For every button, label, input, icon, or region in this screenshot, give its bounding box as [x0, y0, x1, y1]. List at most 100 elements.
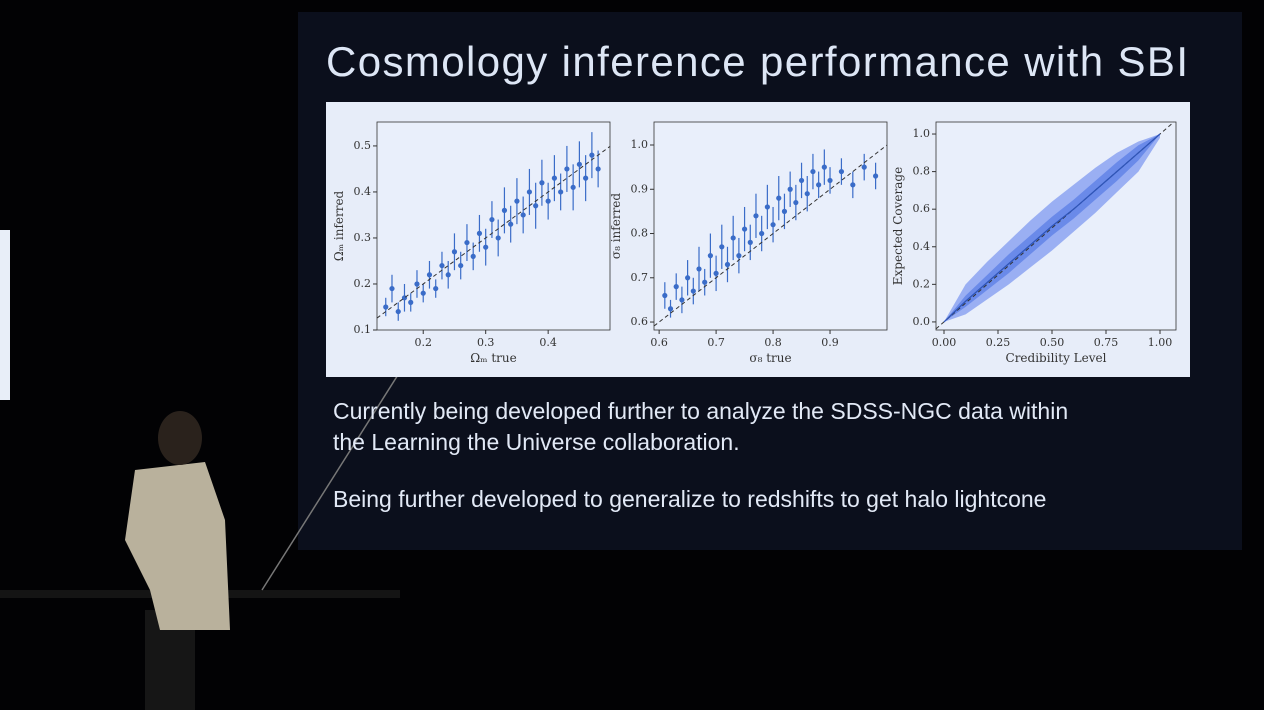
point — [679, 297, 685, 303]
x-tick-label: 1.00 — [1148, 336, 1173, 349]
point — [426, 272, 433, 278]
slide-title: Cosmology inference performance with SBI — [326, 38, 1188, 85]
presenter-shirt — [125, 462, 230, 630]
point — [759, 230, 765, 237]
x-tick-label: 0.7 — [707, 336, 725, 349]
pointer-stick — [261, 339, 421, 591]
point — [470, 253, 476, 259]
point — [662, 292, 668, 299]
x-tick-label: 0.2 — [414, 336, 432, 349]
point — [827, 177, 833, 184]
point — [483, 244, 489, 250]
x-tick-label: 0.9 — [821, 336, 839, 349]
point — [395, 308, 401, 315]
point — [489, 216, 495, 223]
x-tick-label: 0.8 — [764, 336, 782, 349]
point — [558, 189, 564, 195]
point — [533, 203, 539, 209]
point — [464, 239, 470, 246]
point — [821, 164, 827, 170]
point — [439, 262, 445, 269]
point — [804, 191, 810, 197]
plot-area — [376, 121, 611, 331]
x-tick-label: 0.50 — [1040, 336, 1065, 349]
point — [433, 285, 439, 292]
y-tick-label: 0.6 — [913, 202, 931, 215]
point — [810, 168, 816, 175]
point — [570, 184, 576, 190]
point — [673, 284, 679, 290]
x-tick-label: 0.75 — [1094, 336, 1119, 349]
y-tick-label: 0.5 — [354, 139, 372, 152]
y-axis-label: Expected Coverage — [891, 167, 905, 285]
point — [583, 175, 589, 181]
point — [713, 270, 719, 276]
point — [526, 189, 533, 195]
point — [476, 230, 483, 236]
point — [589, 152, 595, 158]
point — [764, 204, 770, 210]
point — [685, 275, 691, 281]
y-tick-label: 0.6 — [631, 315, 649, 328]
point — [595, 166, 601, 172]
y-tick-label: 0.1 — [354, 323, 372, 336]
y-tick-label: 1.0 — [631, 138, 649, 151]
point — [414, 281, 420, 287]
y-tick-label: 0.4 — [913, 240, 931, 253]
point — [753, 213, 759, 219]
point — [770, 222, 776, 228]
point — [389, 285, 395, 292]
presenter-head — [158, 411, 202, 465]
point — [508, 221, 514, 227]
point — [445, 272, 451, 278]
point — [724, 261, 731, 268]
y-tick-label: 0.4 — [354, 185, 372, 198]
point — [696, 266, 702, 272]
point — [408, 299, 414, 305]
point — [707, 253, 713, 259]
point — [747, 239, 753, 245]
x-axis-label: Credibility Level — [1006, 351, 1107, 365]
point — [787, 186, 793, 192]
reference-diagonal — [376, 145, 611, 319]
paragraph-line: Currently being developed further to ana… — [333, 398, 1068, 424]
paragraph-line: Being further developed to generalize to… — [333, 486, 1046, 512]
point — [667, 306, 674, 312]
point — [551, 175, 558, 181]
point — [776, 195, 782, 201]
x-tick-label: 0.3 — [477, 336, 495, 349]
point — [545, 198, 551, 204]
screen-edge — [0, 230, 10, 400]
point — [564, 166, 570, 172]
x-axis-label: Ωₘ true — [470, 351, 517, 365]
y-axis-label: σ₈ inferred — [609, 193, 623, 260]
point — [520, 212, 526, 218]
y-tick-label: 0.9 — [631, 182, 649, 195]
point — [514, 198, 520, 204]
point — [702, 279, 708, 285]
point — [576, 161, 582, 167]
x-tick-label: 0.25 — [986, 336, 1011, 349]
point — [741, 226, 748, 232]
point — [501, 207, 508, 213]
y-tick-label: 0.2 — [354, 277, 372, 290]
y-tick-label: 0.8 — [631, 227, 649, 240]
reference-diagonal — [653, 144, 888, 327]
point — [781, 208, 788, 214]
point — [420, 290, 426, 296]
point — [383, 304, 389, 310]
y-tick-label: 0.7 — [631, 271, 649, 284]
x-axis-label: σ₈ true — [749, 351, 791, 365]
y-axis-label: Ωₘ inferred — [332, 190, 346, 261]
point — [873, 173, 879, 179]
point — [719, 244, 725, 250]
point — [798, 177, 805, 184]
x-tick-label: 0.00 — [932, 336, 957, 349]
x-tick-label: 0.6 — [650, 336, 668, 349]
point — [458, 262, 464, 269]
y-tick-label: 0.8 — [913, 165, 931, 178]
coverage-line — [943, 133, 1161, 323]
x-tick-label: 0.4 — [539, 336, 557, 349]
